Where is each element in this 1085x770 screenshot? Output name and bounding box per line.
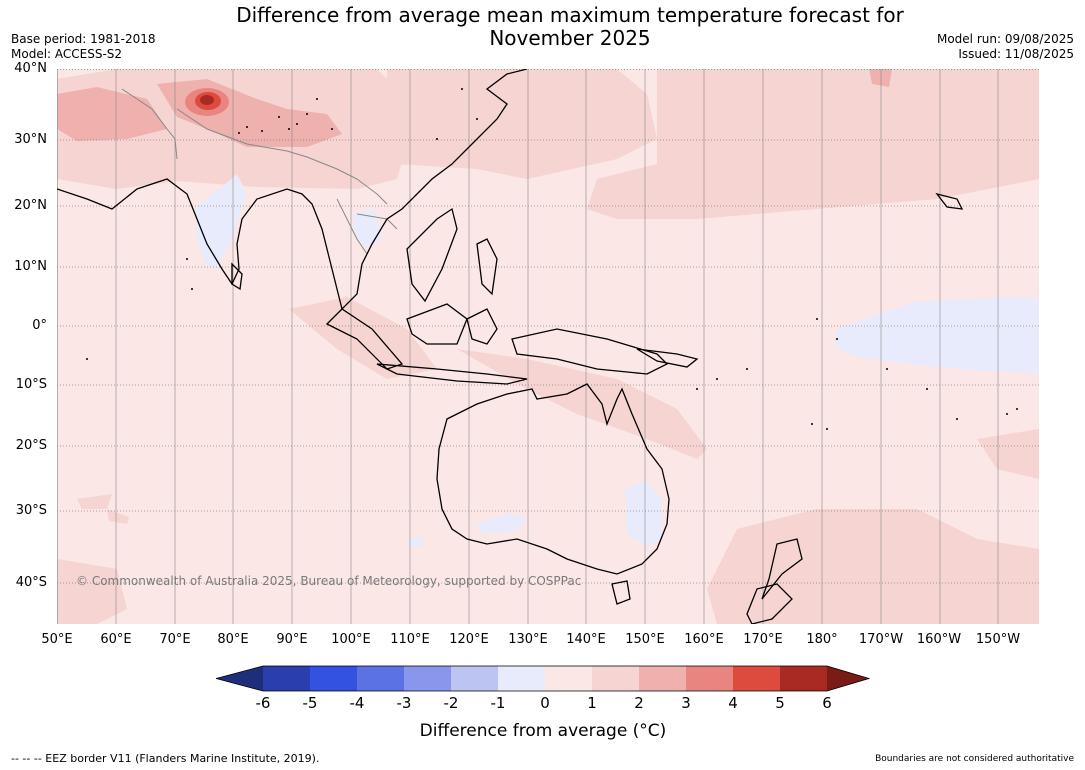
colorbar-arrow-low [216, 666, 263, 691]
colorbar-label: Difference from average (°C) [419, 721, 667, 741]
colorbar-segment [780, 666, 827, 691]
colorbar-segment [733, 666, 780, 691]
lat-label-10n: 10°N [14, 259, 47, 274]
colorbar-tick: -5 [302, 694, 318, 712]
boundaries-disclaimer: Boundaries are not considered authoritat… [875, 754, 1074, 764]
lon-label: 130°E [508, 632, 548, 647]
lon-label: 60°E [100, 632, 132, 647]
colorbar-segment [357, 666, 404, 691]
model-name: Model: ACCESS-S2 [11, 47, 123, 61]
anomaly-1-2-regions [57, 69, 1039, 624]
lon-label: 160°W [916, 632, 962, 647]
model-run: Model run: 09/08/2025 [936, 32, 1074, 46]
copyright-notice: © Commonwealth of Australia 2025, Bureau… [76, 574, 582, 588]
country-borders [121, 88, 398, 255]
colorbar-tick: 2 [634, 694, 644, 712]
lon-label: 160°E [684, 632, 724, 647]
colorbar-segment [592, 666, 639, 691]
lat-label-30s: 30°S [15, 503, 47, 518]
colorbar-segment [639, 666, 686, 691]
colorbar-tick: 0 [540, 694, 550, 712]
colorbar-segment [451, 666, 498, 691]
colorbar-tick: 1 [587, 694, 597, 712]
colorbar-segment [404, 666, 451, 691]
lon-label: 100°E [331, 632, 371, 647]
lon-label: 170°E [743, 632, 783, 647]
lon-label: 50°E [41, 632, 73, 647]
issued-date: Issued: 11/08/2025 [958, 47, 1074, 61]
lon-label: 110°E [390, 632, 430, 647]
map-svg [57, 69, 1039, 624]
lat-label-10s: 10°S [15, 377, 47, 392]
meta-left: Base period: 1981-2018 Model: ACCESS-S2 [11, 32, 156, 62]
colorbar-segment [498, 666, 545, 691]
lon-label: 150°W [975, 632, 1021, 647]
title-line-2: November 2025 [489, 26, 651, 50]
colorbar-arrow-high [827, 666, 869, 691]
base-period: Base period: 1981-2018 [11, 32, 156, 46]
colorbar-tick: -3 [396, 694, 412, 712]
lat-label-20s: 20°S [15, 438, 47, 453]
colorbar-segment [263, 666, 310, 691]
longitude-lines [57, 69, 999, 624]
colorbar-tick: -2 [443, 694, 459, 712]
meta-right: Model run: 09/08/2025 Issued: 11/08/2025 [937, 32, 1074, 62]
map-title: Difference from average mean maximum tem… [140, 4, 1000, 50]
colorbar-segment [545, 666, 592, 691]
lon-label: 150°E [625, 632, 665, 647]
map-area [57, 69, 1039, 624]
lat-label-30n: 30°N [14, 132, 47, 147]
colorbar-segment [686, 666, 733, 691]
lon-label: 80°E [217, 632, 249, 647]
colorbar-tick: -6 [255, 694, 271, 712]
anomaly-hotspot [185, 88, 229, 116]
lon-label: 90°E [276, 632, 308, 647]
colorbar-tick: 4 [728, 694, 738, 712]
lon-label: 180° [806, 632, 838, 647]
colorbar-segment [310, 666, 357, 691]
lat-label-40s: 40°S [15, 575, 47, 590]
title-line-1: Difference from average mean maximum tem… [236, 3, 904, 27]
colorbar-tick: 6 [822, 694, 832, 712]
colorbar-tick: 5 [775, 694, 785, 712]
lon-label: 70°E [159, 632, 191, 647]
lat-label-0: 0° [32, 318, 47, 333]
colorbar-tick: -1 [490, 694, 506, 712]
coastlines [57, 69, 964, 624]
lat-label-20n: 20°N [14, 198, 47, 213]
colorbar-tick: 3 [681, 694, 691, 712]
lon-label: 140°E [566, 632, 606, 647]
eez-footnote: -- -- -- EEZ border V11 (Flanders Marine… [11, 752, 320, 765]
lon-label: 120°E [449, 632, 489, 647]
anomaly-negative-regions [195, 174, 1039, 548]
lon-label: 170°W [858, 632, 904, 647]
colorbar-tick: -4 [349, 694, 365, 712]
colorbar [216, 665, 870, 692]
islands [86, 88, 1018, 430]
lat-label-40n: 40°N [14, 61, 47, 76]
